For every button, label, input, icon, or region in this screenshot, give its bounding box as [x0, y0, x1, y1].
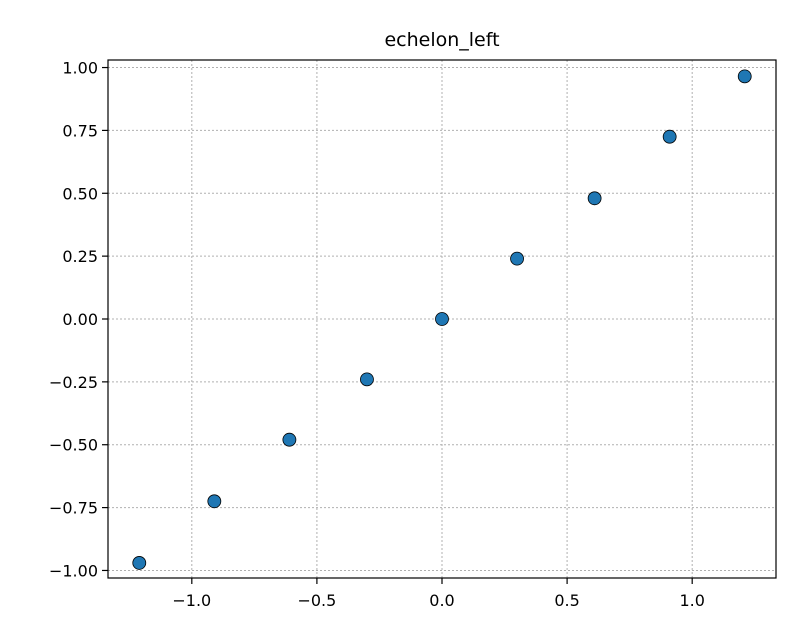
y-tick-label: 0.25	[62, 247, 98, 266]
y-tick-label: 0.00	[62, 310, 98, 329]
y-tick-label: 0.50	[62, 184, 98, 203]
y-tick-label: −1.00	[49, 561, 98, 580]
grid	[108, 60, 776, 578]
y-tick-label: 1.00	[62, 59, 98, 78]
chart-title: echelon_left	[384, 29, 499, 51]
y-tick-label: 0.75	[62, 121, 98, 140]
x-tick-label: −0.5	[297, 591, 336, 610]
data-point	[662, 129, 677, 144]
data-point	[587, 191, 602, 206]
y-tick-label: −0.25	[49, 373, 98, 392]
data-points	[132, 69, 752, 570]
data-point	[435, 312, 449, 326]
x-tick-label: 0.0	[429, 591, 454, 610]
x-tick-label: 1.0	[679, 591, 704, 610]
data-point	[132, 556, 147, 570]
data-point	[360, 372, 374, 387]
plot-frame	[107, 59, 777, 579]
y-tick-label: −0.50	[49, 436, 98, 455]
x-tick-label: −1.0	[172, 591, 211, 610]
data-point	[737, 69, 752, 84]
data-point	[282, 432, 297, 447]
x-tick-label: 0.5	[554, 591, 579, 610]
y-tick-label: −0.75	[49, 499, 98, 518]
axis-ticks: −1.0 −0.5 0.0 0.5 1.0 −1.00 −0.75 −0.50 −0.25 0.0…	[49, 59, 705, 610]
data-point	[510, 251, 524, 266]
data-point	[207, 494, 222, 509]
